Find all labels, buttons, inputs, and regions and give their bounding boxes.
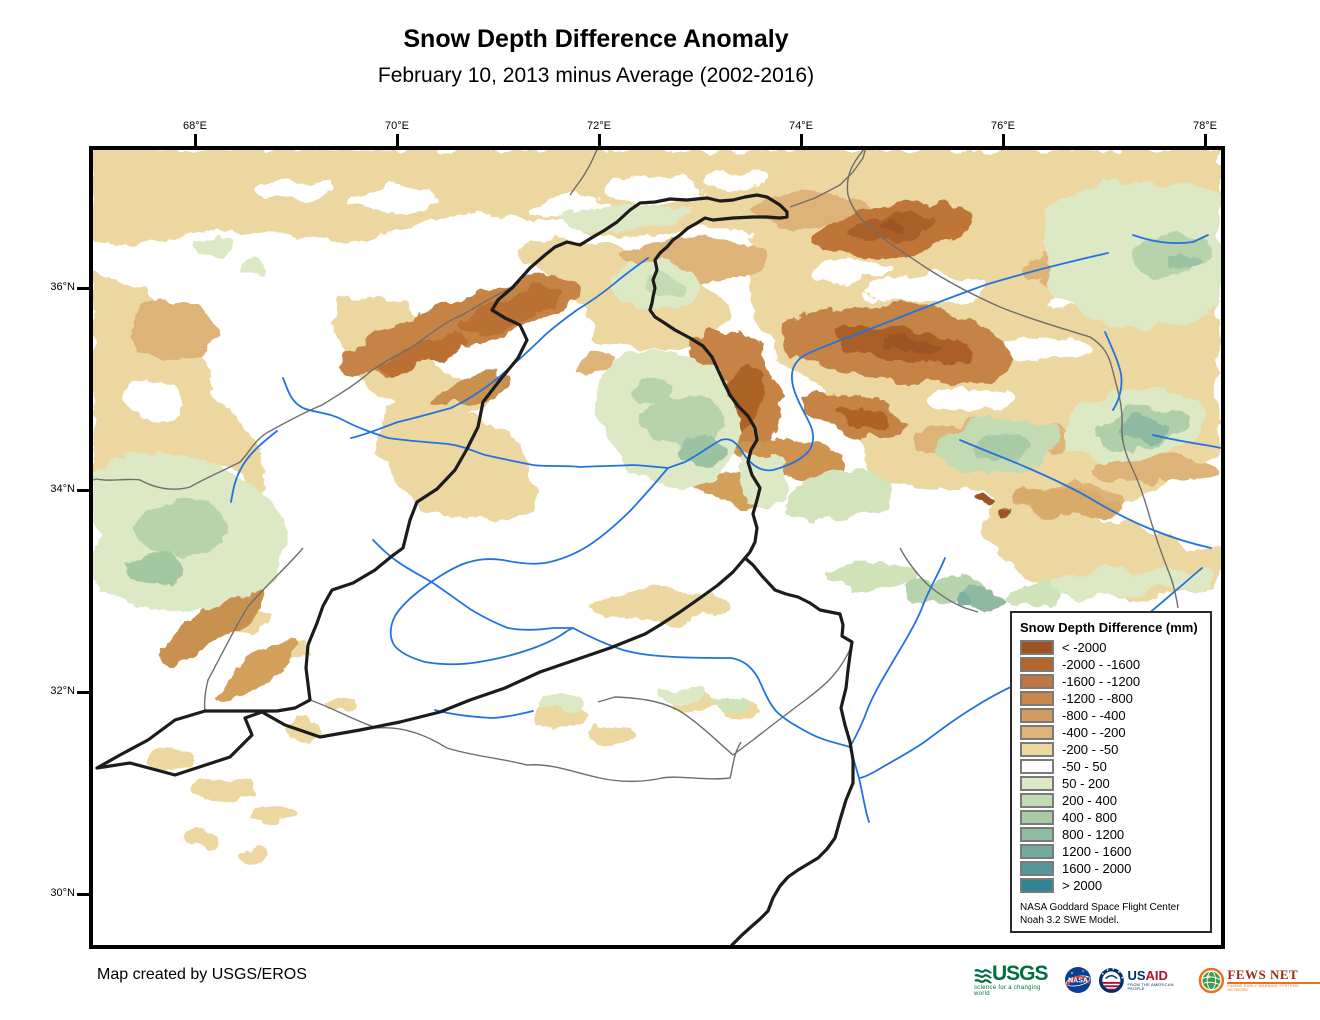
fews-net-logo: FEWS NET FAMINE EARLY WARNING SYSTEMS NE… — [1198, 967, 1320, 994]
map-legend: Snow Depth Difference (mm) < -2000 -2000 … — [1010, 611, 1212, 933]
legend-label: 50 - 200 — [1062, 776, 1110, 791]
longitude-tick-label: 76°E — [991, 120, 1015, 132]
legend-label: -800 - -400 — [1062, 708, 1126, 723]
legend-swatch — [1020, 657, 1054, 672]
longitude-tick — [1002, 134, 1005, 146]
legend-label: < -2000 — [1062, 640, 1107, 655]
legend-label: -50 - 50 — [1062, 759, 1107, 774]
usgs-logo: USGS science for a changing world — [974, 961, 1058, 997]
page-title: Snow Depth Difference Anomaly — [403, 25, 789, 53]
legend-swatch — [1020, 844, 1054, 859]
legend-label: -1600 - -1200 — [1062, 674, 1141, 689]
fews-wordmark: FEWS NET — [1227, 968, 1320, 984]
usaid-wordmark: USAID — [1127, 967, 1168, 983]
latitude-tick-label: 30°N — [50, 887, 75, 899]
legend-swatch — [1020, 725, 1054, 740]
longitude-tick-label: 78°E — [1193, 120, 1217, 132]
legend-title: Snow Depth Difference (mm) — [1020, 620, 1198, 635]
longitude-tick-label: 72°E — [587, 120, 611, 132]
legend-swatch — [1020, 810, 1054, 825]
legend-footer-line2: Noah 3.2 SWE Model. — [1020, 915, 1119, 926]
legend-swatch — [1020, 742, 1054, 757]
legend-swatch — [1020, 827, 1054, 842]
legend-label: -2000 - -1600 — [1062, 657, 1141, 672]
country-borders — [95, 193, 855, 945]
legend-item: 1200 - 1600 — [1020, 843, 1202, 860]
nasa-meatball-icon: NASA — [1064, 967, 1091, 993]
latitude-tick-label: 36°N — [50, 281, 75, 293]
latitude-tick — [77, 691, 89, 694]
legend-item: 50 - 200 — [1020, 775, 1202, 792]
usaid-seal-icon — [1098, 967, 1124, 993]
legend-swatch — [1020, 793, 1054, 808]
svg-text:NASA: NASA — [1068, 978, 1088, 985]
legend-swatch — [1020, 759, 1054, 774]
latitude-tick — [77, 489, 89, 492]
legend-item: < -2000 — [1020, 639, 1202, 656]
legend-swatch — [1020, 691, 1054, 706]
legend-item: 400 - 800 — [1020, 809, 1202, 826]
legend-footer-line1: NASA Goddard Space Flight Center — [1020, 902, 1180, 913]
legend-item: -1600 - -1200 — [1020, 673, 1202, 690]
longitude-tick — [800, 134, 803, 146]
longitude-tick — [598, 134, 601, 146]
legend-label: > 2000 — [1062, 878, 1103, 893]
latitude-tick-label: 34°N — [50, 483, 75, 495]
legend-item: -200 - -50 — [1020, 741, 1202, 758]
usaid-tagline: FROM THE AMERICAN PEOPLE — [1127, 982, 1174, 992]
legend-swatch — [1020, 776, 1054, 791]
legend-label: 400 - 800 — [1062, 810, 1117, 825]
nasa-logo: NASA — [1064, 966, 1092, 994]
fews-tagline: FAMINE EARLY WARNING SYSTEMS NETWORK — [1227, 983, 1299, 992]
longitude-tick — [1204, 134, 1207, 146]
usgs-tagline: science for a changing world — [974, 984, 1041, 997]
longitude-tick — [194, 134, 197, 146]
legend-swatch — [1020, 708, 1054, 723]
legend-item: -800 - -400 — [1020, 707, 1202, 724]
legend-footer: NASA Goddard Space Flight Center Noah 3.… — [1020, 901, 1202, 927]
legend-label: -200 - -50 — [1062, 742, 1119, 757]
usgs-wordmark: USGS — [992, 961, 1049, 985]
title-block: Snow Depth Difference Anomaly February 1… — [0, 24, 1192, 88]
legend-label: -1200 - -800 — [1062, 691, 1133, 706]
latitude-tick — [77, 287, 89, 290]
logo-row: USGS science for a changing world NASA — [974, 956, 1320, 1004]
legend-item: -1200 - -800 — [1020, 690, 1202, 707]
longitude-tick — [396, 134, 399, 146]
usgs-wave-icon — [974, 968, 992, 984]
latitude-tick-label: 32°N — [50, 685, 75, 697]
latitude-tick — [77, 893, 89, 896]
legend-swatch — [1020, 640, 1054, 655]
legend-swatch — [1020, 878, 1054, 893]
legend-swatch — [1020, 674, 1054, 689]
fews-globe-icon — [1198, 967, 1224, 993]
legend-item: 200 - 400 — [1020, 792, 1202, 809]
legend-item: -2000 - -1600 — [1020, 656, 1202, 673]
legend-items: < -2000 -2000 - -1600 -1600 - -1200 -1200 -… — [1020, 639, 1202, 894]
map-canvas — [93, 150, 1221, 945]
legend-swatch — [1020, 861, 1054, 876]
longitude-tick-label: 74°E — [789, 120, 813, 132]
legend-item: > 2000 — [1020, 877, 1202, 894]
map-credit: Map created by USGS/EROS — [97, 966, 307, 983]
legend-label: 800 - 1200 — [1062, 827, 1125, 842]
page-subtitle: February 10, 2013 minus Average (2002-20… — [377, 64, 815, 87]
legend-item: -400 - -200 — [1020, 724, 1202, 741]
usaid-logo: USAID FROM THE AMERICAN PEOPLE — [1098, 967, 1192, 994]
legend-label: 1200 - 1600 — [1062, 844, 1132, 859]
admin-boundaries — [93, 150, 1179, 783]
legend-item: 800 - 1200 — [1020, 826, 1202, 843]
legend-item: -50 - 50 — [1020, 758, 1202, 775]
legend-label: 200 - 400 — [1062, 793, 1117, 808]
longitude-tick-label: 70°E — [385, 120, 409, 132]
longitude-tick-label: 68°E — [183, 120, 207, 132]
legend-label: 1600 - 2000 — [1062, 861, 1132, 876]
legend-item: 1600 - 2000 — [1020, 860, 1202, 877]
legend-label: -400 - -200 — [1062, 725, 1126, 740]
